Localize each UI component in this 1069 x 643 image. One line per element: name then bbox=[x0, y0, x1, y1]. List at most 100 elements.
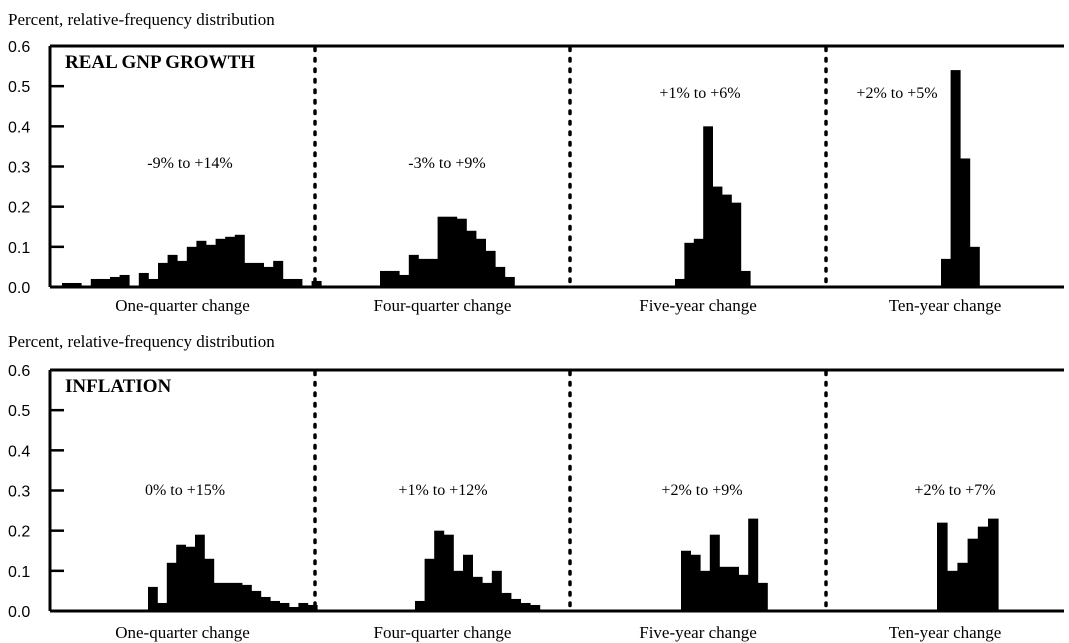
bar bbox=[166, 562, 177, 611]
bar bbox=[684, 242, 695, 287]
bar bbox=[196, 240, 207, 287]
bar bbox=[495, 266, 506, 287]
bar bbox=[709, 534, 720, 611]
bar bbox=[520, 602, 531, 611]
y-tick-label: 0.0 bbox=[8, 280, 30, 297]
range-annotation: -3% to +9% bbox=[408, 155, 485, 172]
panel-label: Four-quarter change bbox=[374, 623, 512, 642]
bar bbox=[62, 282, 72, 287]
bar bbox=[254, 262, 264, 287]
bar bbox=[195, 534, 205, 611]
bar bbox=[428, 258, 438, 287]
chart-title: REAL GNP GROWTH bbox=[65, 52, 255, 73]
bar bbox=[472, 576, 483, 611]
range-annotation: +2% to +7% bbox=[914, 482, 995, 499]
bar bbox=[242, 584, 252, 611]
panel-label: Ten-year change bbox=[889, 296, 1002, 315]
bar bbox=[729, 566, 739, 611]
bar bbox=[185, 546, 196, 611]
bar bbox=[719, 566, 730, 611]
bar bbox=[504, 276, 515, 287]
bar bbox=[501, 592, 512, 611]
bar bbox=[100, 278, 111, 287]
range-annotation: -9% to +14% bbox=[147, 155, 232, 172]
bar bbox=[738, 574, 749, 611]
y-tick-label: 0.4 bbox=[8, 443, 30, 460]
bar bbox=[424, 558, 435, 611]
bar bbox=[148, 278, 159, 287]
bar bbox=[90, 278, 101, 287]
chart-title: INFLATION bbox=[65, 376, 172, 397]
bar bbox=[380, 270, 390, 287]
bar bbox=[712, 186, 723, 287]
range-annotation: +2% to +9% bbox=[661, 482, 742, 499]
bar bbox=[700, 570, 711, 611]
bar bbox=[447, 216, 458, 287]
bar bbox=[225, 236, 236, 287]
bar bbox=[263, 266, 274, 287]
bar bbox=[138, 272, 149, 287]
bar bbox=[292, 278, 303, 287]
bar bbox=[693, 238, 704, 287]
bar bbox=[215, 238, 226, 287]
y-tick-label: 0.6 bbox=[8, 363, 30, 380]
bar bbox=[988, 518, 999, 611]
y-axis-label: Percent, relative-frequency distribution bbox=[8, 10, 275, 29]
chart-title-bg bbox=[60, 372, 190, 400]
bar bbox=[511, 598, 521, 611]
bar bbox=[234, 234, 245, 287]
bar bbox=[298, 602, 309, 611]
bar bbox=[690, 554, 701, 611]
bar bbox=[482, 582, 493, 611]
panel-label: One-quarter change bbox=[115, 623, 250, 642]
bar bbox=[960, 158, 971, 287]
bar bbox=[273, 260, 284, 287]
bar bbox=[389, 270, 400, 287]
bar bbox=[491, 570, 502, 611]
range-annotation: +2% to +5% bbox=[856, 85, 937, 102]
bar bbox=[206, 244, 216, 287]
bar bbox=[757, 582, 768, 611]
y-tick-label: 0.3 bbox=[8, 160, 30, 177]
bar bbox=[466, 230, 477, 287]
bar bbox=[947, 570, 958, 611]
bar bbox=[443, 534, 454, 611]
y-tick-label: 0.3 bbox=[8, 484, 30, 501]
bar bbox=[148, 586, 158, 611]
range-annotation: +1% to +6% bbox=[659, 85, 740, 102]
bar bbox=[415, 600, 425, 611]
bar bbox=[969, 246, 980, 287]
panel-label: Ten-year change bbox=[889, 623, 1002, 642]
bar bbox=[289, 606, 299, 611]
y-tick-label: 0.2 bbox=[8, 200, 30, 217]
bar bbox=[119, 274, 130, 287]
bar bbox=[270, 600, 280, 611]
bar bbox=[408, 254, 419, 287]
y-tick-label: 0.1 bbox=[8, 564, 30, 581]
bar bbox=[456, 218, 467, 287]
bar bbox=[731, 202, 742, 287]
bar bbox=[157, 602, 168, 611]
bar bbox=[722, 194, 732, 287]
bar bbox=[176, 544, 186, 611]
bar bbox=[748, 518, 759, 611]
y-tick-label: 0.0 bbox=[8, 604, 30, 621]
bar bbox=[232, 582, 243, 611]
bar bbox=[213, 582, 224, 611]
y-tick-label: 0.6 bbox=[8, 39, 30, 56]
bar bbox=[681, 550, 691, 611]
bar bbox=[530, 604, 541, 611]
panel-label: Four-quarter change bbox=[374, 296, 512, 315]
bar bbox=[223, 582, 233, 611]
panel-label: Five-year change bbox=[639, 623, 757, 642]
y-tick-label: 0.5 bbox=[8, 403, 30, 420]
bar bbox=[977, 526, 989, 611]
bar bbox=[110, 276, 120, 287]
bar bbox=[703, 126, 713, 287]
bar bbox=[740, 270, 751, 287]
bar bbox=[204, 558, 215, 611]
bar bbox=[279, 602, 290, 611]
y-tick-label: 0.4 bbox=[8, 119, 30, 136]
y-tick-label: 0.1 bbox=[8, 240, 30, 257]
